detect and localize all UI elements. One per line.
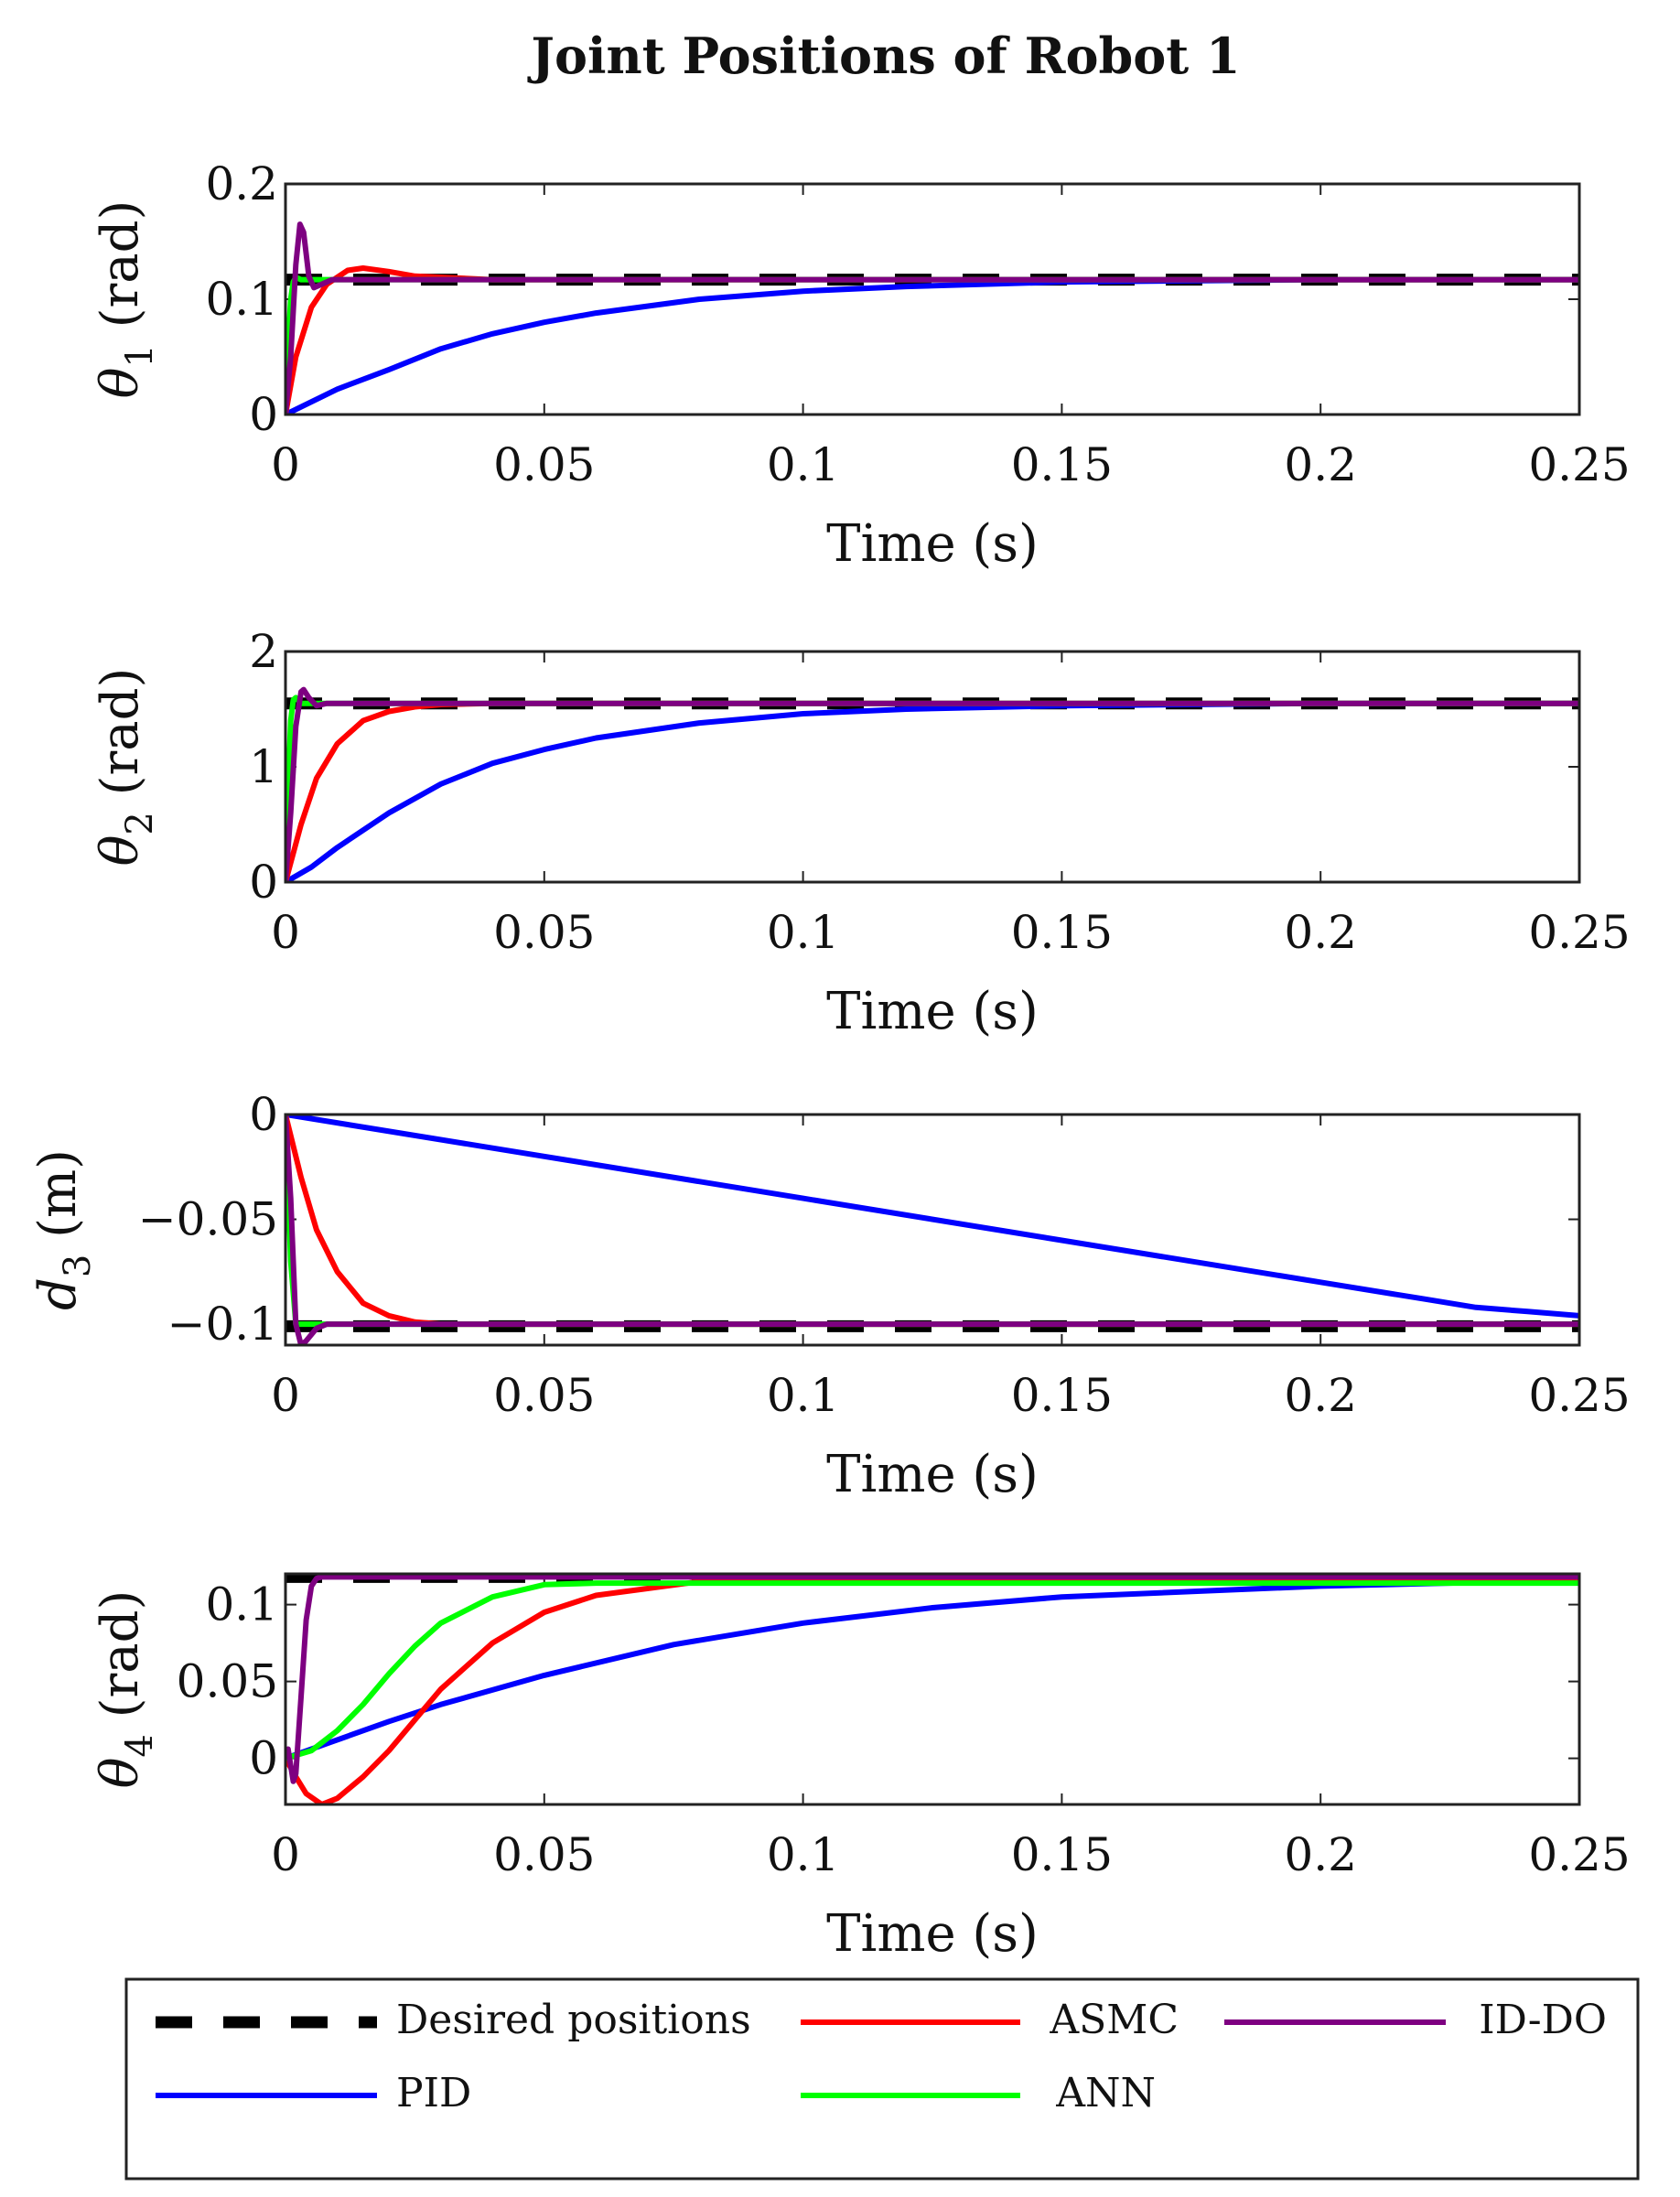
x-tick-label: 0.2 [1284,1369,1357,1422]
x-tick-label: 0.1 [767,1369,840,1422]
legend-label-iddo: ID-DO [1479,1997,1607,2043]
figure-title: Joint Positions of Robot 1 [527,27,1240,85]
x-tick-label: 0.25 [1528,438,1630,491]
x-axis-label: Time (s) [826,1904,1039,1964]
legend-label-asmc: ASMC [1049,1997,1179,2043]
x-tick-label: 0.15 [1011,438,1113,491]
x-tick-label: 0.05 [493,906,595,959]
x-tick-label: 0.15 [1011,1828,1113,1881]
panel-theta2: 0 0.05 0.1 0.15 0.2 0.25 0 1 2 Time (s) θ2 (rad) [91,625,1631,1041]
x-axis-label: Time (s) [826,1445,1039,1504]
legend: Desired positions ASMC ID-DO PID ANN [124,1977,1640,2181]
y-axis-label: θ4 (rad) [91,1590,161,1789]
series-ann [285,1580,1579,1761]
y-tick-label: 0 [249,388,278,441]
legend-items [156,2016,1446,2098]
y-tick-label: 0.1 [205,273,278,326]
series-pid [285,700,1579,882]
x-tick-label: 0.05 [493,1369,595,1422]
x-tick-label: 0.2 [1284,438,1357,491]
x-tick-label: 0.2 [1284,906,1357,959]
x-tick-label: 0.2 [1284,1828,1357,1881]
y-axis-label: θ1 (rad) [91,200,161,399]
panel-theta4: 0 0.05 0.1 0.15 0.2 0.25 0 0.05 0.1 Time (s) θ4 (r… [91,1572,1631,1964]
panel-theta1: 0 0.05 0.1 0.15 0.2 0.25 0 0.1 0.2 Time (s) θ1 (ra… [91,157,1631,574]
x-tick-label: 0.05 [493,438,595,491]
series-group [285,686,1579,882]
x-tick-label: 0.15 [1011,1369,1113,1422]
y-tick-label: 0.1 [205,1578,278,1632]
x-tick-label: 0 [271,1369,300,1422]
series-group [285,221,1579,415]
x-tick-label: 0.25 [1528,906,1630,959]
series-pid [285,1115,1579,1319]
x-axis-label: Time (s) [826,982,1039,1041]
x-tick-label: 0.15 [1011,906,1113,959]
series-group [285,1115,1579,1345]
y-tick-label: 2 [249,625,278,678]
legend-label-pid: PID [396,2070,471,2116]
x-tick-label: 0.1 [767,1828,840,1881]
y-tick-label: 0.2 [205,157,278,210]
series-group [285,1574,1579,1804]
y-tick-label: −0.1 [167,1298,278,1351]
x-tick-label: 0 [271,438,300,491]
series-id-do [285,686,1579,882]
x-tick-label: 0.1 [767,906,840,959]
x-axis-label: Time (s) [826,514,1039,574]
y-tick-label: 0 [249,1088,278,1141]
plot-frame [284,182,1581,416]
y-tick-label: 0 [249,1732,278,1785]
y-tick-label: −0.05 [138,1193,278,1246]
plot-frame [284,1572,1581,1806]
plot-frame [284,650,1581,884]
y-tick-label: 0 [249,856,278,909]
legend-label-ann: ANN [1055,2070,1156,2116]
plot-frame [284,1113,1581,1347]
x-tick-label: 0.05 [493,1828,595,1881]
y-tick-label: 0.05 [177,1655,278,1708]
y-axis-label: d3 (m) [28,1149,99,1310]
y-axis-label: θ2 (rad) [91,668,161,867]
series-pid [285,1577,1579,1761]
panel-d3: 0 0.05 0.1 0.15 0.2 0.25 0 −0.05 −0.1 Time (s) d3 … [28,1088,1631,1504]
series-id-do [285,221,1579,415]
series-id-do [285,1574,1579,1784]
series-id-do [285,1115,1579,1345]
series-asmc [285,1576,1579,1804]
panels: 0 0.05 0.1 0.15 0.2 0.25 0 0.1 0.2 Time (s) θ1 (ra… [28,157,1631,1964]
x-tick-label: 0.1 [767,438,840,491]
x-tick-label: 0 [271,906,300,959]
x-tick-label: 0.25 [1528,1369,1630,1422]
y-tick-label: 1 [249,740,278,793]
legend-label-desired: Desired positions [396,1997,751,2043]
legend-box [124,1977,1640,2181]
x-tick-label: 0.25 [1528,1828,1630,1881]
x-tick-label: 0 [271,1828,300,1881]
